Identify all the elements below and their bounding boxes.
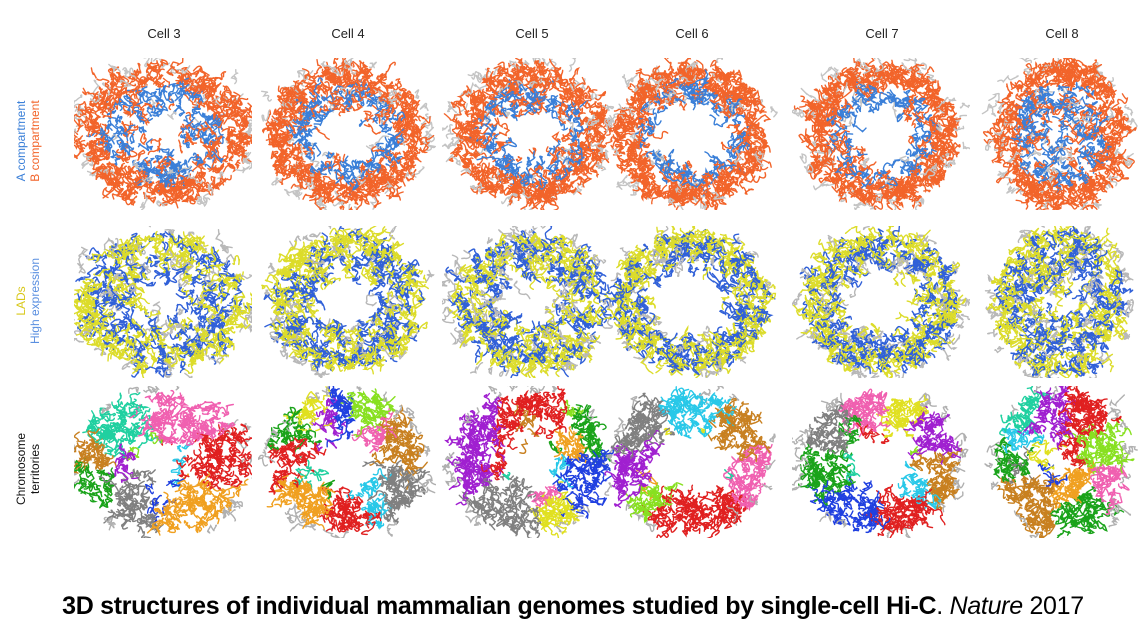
structure-cell-4-row-3: [258, 386, 436, 538]
structure-cell-7-row-2: [792, 226, 970, 378]
structure-cell-7-row-3: [792, 386, 970, 538]
structure-cell-3-row-2: [74, 226, 252, 378]
column-title-cell-6: Cell 6: [632, 26, 752, 41]
structure-cell-3-row-1: [74, 58, 252, 210]
label-territories: territories: [28, 433, 42, 505]
label-chromosome: Chromosome: [14, 433, 28, 505]
column-title-cell-8: Cell 8: [1002, 26, 1122, 41]
structure-cell-5-row-1: [442, 58, 620, 210]
structure-cell-5-row-3: [442, 386, 620, 538]
figure-caption: 3D structures of individual mammalian ge…: [0, 592, 1146, 621]
row-label-compartments: A compartment B compartment: [0, 66, 56, 216]
label-high-expression: High expression: [28, 258, 42, 344]
label-lads: LADs: [14, 258, 28, 344]
label-a-compartment: A compartment: [14, 100, 28, 181]
column-title-cell-5: Cell 5: [472, 26, 592, 41]
caption-journal: Nature: [950, 592, 1023, 620]
structure-cell-4-row-1: [258, 58, 436, 210]
structure-cell-8-row-1: [972, 58, 1146, 210]
caption-title: 3D structures of individual mammalian ge…: [62, 592, 936, 620]
structure-cell-6-row-2: [602, 226, 780, 378]
column-title-cell-7: Cell 7: [822, 26, 942, 41]
structure-cell-8-row-2: [972, 226, 1146, 378]
structure-cell-3-row-3: [74, 386, 252, 538]
structure-cell-7-row-1: [792, 58, 970, 210]
structure-cell-6-row-3: [602, 386, 780, 538]
structure-cell-8-row-3: [972, 386, 1146, 538]
structure-cell-4-row-2: [258, 226, 436, 378]
structure-cell-5-row-2: [442, 226, 620, 378]
caption-year: 2017: [1023, 592, 1084, 620]
row-label-lads-expression: LADs High expression: [0, 226, 56, 376]
structure-cell-6-row-1: [602, 58, 780, 210]
column-title-cell-3: Cell 3: [104, 26, 224, 41]
label-b-compartment: B compartment: [28, 100, 42, 181]
column-title-cell-4: Cell 4: [288, 26, 408, 41]
row-label-chromosome-territories: Chromosome territories: [0, 394, 56, 544]
caption-separator: .: [936, 592, 949, 620]
